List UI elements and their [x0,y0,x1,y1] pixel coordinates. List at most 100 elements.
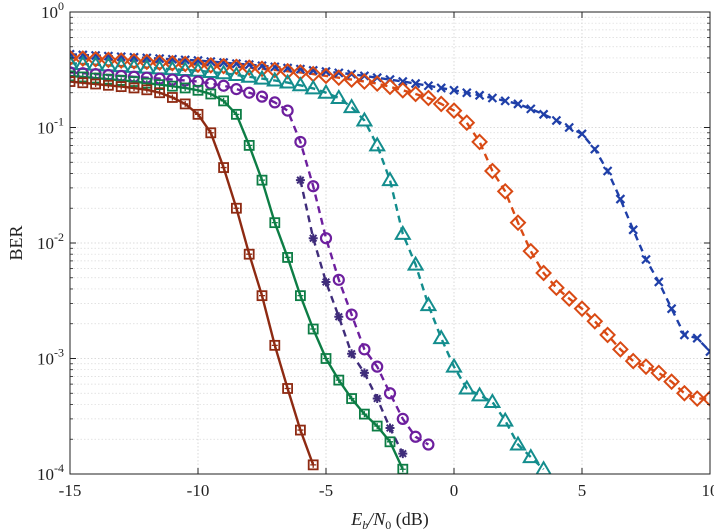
marker-x-dashed-blue [231,58,242,69]
marker-x-dashed-blue [410,78,421,89]
y-tick-label: 100 [41,0,64,22]
marker-x-dashed-blue [564,122,574,133]
marker-square-solid-green [256,174,268,186]
marker-diamond-dashed-orange [151,54,169,71]
y-tick-base: 10 [37,234,54,253]
x-tick-label: 5 [578,481,587,500]
marker-square-solid-green-cross [284,254,291,261]
marker-x-dashed-blue [423,80,434,91]
marker-triangle-dashed-teal [406,255,425,271]
marker-circle-dashed-purple [243,86,256,99]
marker-x-dashed-blue [705,346,710,357]
marker-diamond-dashed-orange [70,49,79,67]
marker-square-solid-brown-cross [195,111,201,118]
marker-square-solid-brown-cross [207,129,214,136]
marker-square-solid-green [230,108,242,120]
marker-square-solid-green [269,217,281,229]
marker-square-solid-green [384,436,396,448]
marker-diamond-dashed-orange [432,95,450,113]
marker-diamond-dashed-orange [317,67,335,85]
marker-square-solid-brown [70,76,76,87]
marker-diamond-dashed-orange [586,312,604,330]
marker-diamond-dashed-orange [343,71,361,88]
marker-x-dashed-blue [70,49,75,60]
marker-x-dashed-blue [321,66,331,77]
marker-diamond-dashed-orange [138,53,156,71]
x-label-unit: (dB) [391,509,429,530]
marker-x-dashed-blue [602,166,613,176]
marker-triangle-dashed-teal [342,98,361,114]
marker-square-solid-brown-cross [182,100,189,107]
marker-x-dashed-blue [538,109,549,120]
marker-x-dashed-blue [577,129,587,139]
marker-square-solid-green-cross [70,72,73,79]
marker-square-solid-brown [307,459,319,471]
marker-triangle-dashed-teal [394,224,412,240]
marker-square-solid-brown-cross [284,385,291,392]
marker-square-solid-brown [166,92,178,103]
marker-triangle-dashed-teal [368,136,386,152]
marker-x-dashed-blue [679,330,690,340]
marker-diamond-dashed-orange [99,51,117,69]
marker-square-solid-green-cross [259,177,265,184]
marker-circle-dashed-purple [358,343,371,356]
marker-diamond-dashed-orange [202,56,220,74]
marker-triangle-dashed-teal [458,379,476,395]
marker-diamond-dashed-orange [330,69,348,87]
series-line-circle-dashed-purple [70,71,430,446]
marker-square-solid-green [346,393,358,404]
marker-square-solid-green [205,88,217,100]
marker-diamond-dashed-orange [663,373,681,391]
marker-circle-dashed-purple [255,90,269,103]
marker-triangle-dashed-teal [432,329,450,345]
marker-square-solid-brown [269,339,281,351]
marker-square-solid-green [333,374,345,386]
marker-square-solid-green [154,79,166,91]
marker-square-solid-brown-cross [169,94,176,101]
marker-diamond-dashed-orange [509,214,527,232]
marker-square-solid-green [294,290,306,302]
marker-square-solid-green [358,408,370,420]
marker-diamond-dashed-orange [189,56,207,74]
marker-square-solid-green-cross [399,466,406,473]
marker-square-solid-brown [218,162,230,173]
axis-ticks [69,11,711,475]
series-line-diamond-dashed-orange [70,56,710,400]
y-tick-base: 10 [41,3,58,22]
marker-triangle-dashed-teal [253,69,271,85]
marker-diamond-dashed-orange [522,242,540,260]
marker-diamond-dashed-orange [394,81,412,99]
marker-square-solid-brown-cross [70,78,73,85]
marker-square-solid-brown [243,248,255,260]
marker-diamond-dashed-orange [547,279,565,297]
marker-diamond-dashed-orange [688,390,706,407]
marker-diamond-dashed-orange [560,290,578,308]
marker-diamond-dashed-orange [240,59,258,77]
marker-triangle-dashed-teal [509,435,527,451]
marker-triangle-dashed-teal [240,67,258,83]
marker-x-dashed-blue [282,63,293,73]
marker-square-solid-green-cross [233,111,240,118]
marker-square-solid-brown [103,79,114,91]
x-label-zero: 0 [385,518,391,532]
marker-x-dashed-blue [449,85,459,96]
marker-triangle-dashed-teal [445,357,463,373]
marker-triangle-dashed-teal [419,296,438,312]
marker-square-solid-green-cross [387,438,393,445]
marker-circle-dashed-purple [294,135,307,149]
marker-square-solid-green [179,82,191,94]
marker-circle-dashed-purple [332,273,345,286]
marker-triangle-dashed-teal [278,73,297,89]
x-tick-label: -15 [59,481,82,500]
marker-square-solid-green-cross [271,219,278,226]
marker-square-solid-brown [128,82,140,94]
marker-square-solid-green [192,84,204,96]
marker-asterisk-dashed-purple [308,233,318,243]
marker-circle-dashed-purple [307,180,320,193]
marker-square-solid-green-cross [207,91,214,98]
y-tick-exp: -3 [54,346,64,360]
marker-triangle-dashed-teal [317,83,335,99]
y-axis-label: BER [6,225,26,260]
marker-circle-dashed-purple [409,430,422,443]
marker-square-solid-brown-cross [143,86,150,93]
